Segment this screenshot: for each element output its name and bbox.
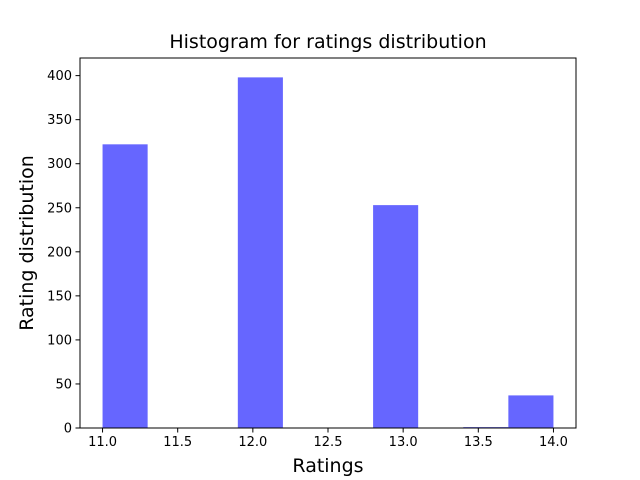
x-tick-label: 12.5 (314, 435, 343, 450)
y-axis-label: Rating distribution (16, 155, 38, 331)
histogram-bar (102, 144, 148, 428)
y-tick-label: 250 (47, 201, 72, 216)
x-tick-label: 12.0 (238, 435, 267, 450)
x-axis-ticks: 11.0 11.5 12.0 12.5 13.0 13.5 14.0 (88, 428, 568, 450)
y-axis-ticks: 0 50 100 150 200 250 300 350 400 (47, 69, 80, 437)
x-tick-label: 13.0 (389, 435, 418, 450)
x-axis-label: Ratings (292, 455, 363, 477)
histogram-bar (237, 77, 283, 428)
x-tick-label: 11.0 (88, 435, 117, 450)
y-tick-label: 350 (47, 113, 72, 128)
chart-title: Histogram for ratings distribution (169, 31, 486, 53)
x-tick-label: 14.0 (539, 435, 568, 450)
x-tick-label: 11.5 (163, 435, 192, 450)
y-tick-label: 400 (47, 69, 72, 84)
histogram-bar (508, 395, 554, 428)
y-tick-label: 100 (47, 333, 72, 348)
histogram-bar (373, 205, 419, 428)
x-tick-label: 13.5 (464, 435, 493, 450)
bars-group (102, 77, 554, 428)
y-tick-label: 150 (47, 289, 72, 304)
y-tick-label: 50 (55, 377, 72, 392)
y-tick-label: 0 (64, 422, 72, 437)
y-tick-label: 200 (47, 245, 72, 260)
y-tick-label: 300 (47, 157, 72, 172)
